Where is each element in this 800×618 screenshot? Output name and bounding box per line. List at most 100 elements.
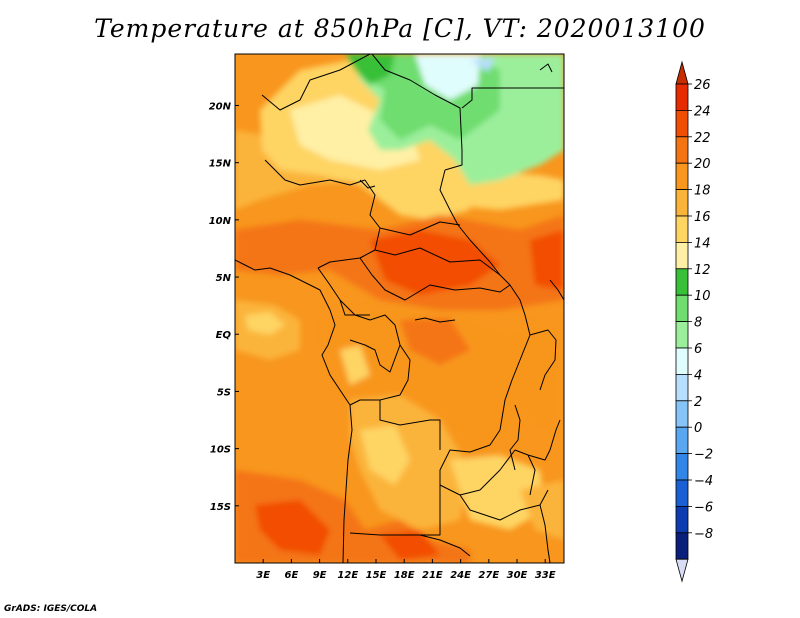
x-tick-label: 18E (394, 570, 415, 581)
y-tick-label: 5S (217, 387, 231, 398)
border-niger-nigeria (264, 159, 366, 186)
y-tick-label: 10N (209, 216, 232, 227)
colorbar-label: 6 (694, 342, 702, 357)
colorbar-label: 12 (694, 263, 711, 278)
field-gabon-pale (340, 345, 370, 385)
colorbar-label: 0 (694, 421, 702, 436)
y-tick-label: 20N (209, 101, 232, 112)
colorbar-label: 8 (694, 316, 702, 331)
border-cameroon-congo (317, 267, 401, 346)
colorbar-swatch (675, 453, 689, 481)
border-tanzania-malawi (514, 419, 561, 461)
x-axis: 3E 6E 9E 12E 15E 18E 21E 24E 27E 30E 33E (256, 559, 556, 581)
colorbar-swatch (675, 136, 689, 164)
border-botswana (419, 534, 471, 557)
border-drc-east (499, 284, 531, 431)
border-zambia-zimbabwe (459, 489, 549, 521)
border-nile-delta (539, 63, 553, 73)
x-tick-label: 21E (422, 570, 443, 581)
colorbar-swatch (675, 321, 689, 349)
colorbar-swatch (675, 347, 689, 375)
colorbar-label: 2 (694, 395, 702, 410)
temperature-field (235, 54, 564, 563)
map-frame (234, 53, 565, 564)
colorbar-label: 4 (694, 368, 702, 383)
border-lake-malawi (527, 454, 536, 496)
colorbar-label: −2 (694, 448, 713, 463)
field-southwest-hot (255, 500, 330, 555)
x-tick-label: 12E (337, 570, 358, 581)
colorbar-swatch (675, 268, 689, 296)
colorbar-swatch (675, 83, 689, 111)
border-lake-chad (359, 179, 376, 189)
colorbar-label: 16 (694, 210, 711, 225)
field-car-hot (370, 230, 500, 295)
colorbar-label: −6 (694, 500, 713, 515)
border-drc-angola (379, 400, 441, 450)
colorbar-swatch (675, 110, 689, 138)
x-tick-label: 15E (366, 570, 387, 581)
border-algeria-niger (261, 54, 371, 111)
colorbar-label: −8 (694, 527, 713, 542)
border-guinea-coast (235, 259, 331, 311)
colorbar-swatch (675, 162, 689, 190)
field-south-hot (380, 530, 440, 560)
colorbar-label: 24 (694, 104, 711, 119)
chart-title: Temperature at 850hPa [C], VT: 202001310… (94, 14, 706, 43)
colorbar-label: 10 (694, 289, 711, 304)
field-east-hot (530, 230, 564, 290)
field-sudan-band (420, 170, 564, 210)
border-egypt-sudan (461, 87, 564, 109)
colorbar-swatch (675, 215, 689, 243)
x-tick-label: 3E (256, 570, 270, 581)
border-congo-drc (349, 344, 411, 406)
border-chad-car (379, 221, 461, 236)
x-tick-label: 9E (313, 570, 327, 581)
field-congo-warm (400, 318, 470, 365)
colorbar-label: 26 (694, 78, 711, 93)
field-east-africa (500, 320, 564, 440)
border-libya-chad (371, 54, 463, 171)
border-car-drc (359, 257, 511, 301)
colorbar-label: 20 (694, 157, 711, 172)
border-car-sudan (374, 247, 511, 286)
colorbar-label: 14 (694, 236, 711, 251)
colorbar-swatch (675, 479, 689, 507)
border-chad-cameroon (317, 179, 381, 269)
field-cold-pool-blue (470, 58, 495, 72)
border-drc-zambia (439, 429, 516, 496)
colorbar-swatch (675, 426, 689, 455)
colorbar-swatch (675, 373, 689, 402)
colorbar-swatch (675, 294, 689, 323)
field-cold-pool-pale (415, 54, 480, 100)
colorbar-label: 22 (694, 131, 711, 146)
country-borders (235, 54, 564, 563)
field-gulf-pale (245, 312, 285, 335)
y-tick-label: EQ (216, 330, 232, 341)
border-uganda-kenya (529, 329, 557, 391)
colorbar-bottom-extend (675, 558, 689, 583)
colorbar-swatch (675, 505, 689, 534)
field-sahara-pale (290, 95, 420, 170)
x-tick-label: 27E (478, 570, 499, 581)
border-lake-tanganyika (509, 404, 521, 471)
border-mozambique (539, 504, 551, 563)
y-tick-label: 15N (209, 159, 232, 170)
colorbar-top-extend (675, 60, 689, 85)
colorbar-swatch (675, 400, 689, 428)
colorbar-label: −4 (694, 474, 713, 489)
field-cold-pool-core-west (345, 54, 395, 85)
y-tick-label: 5N (216, 273, 232, 284)
border-atlantic-coast (321, 309, 353, 563)
border-gabon-congo (349, 339, 401, 373)
border-congo-river (414, 317, 456, 323)
colorbar-swatch (675, 532, 689, 560)
colorbar-swatch (675, 241, 689, 270)
y-axis: 20N 15N 10N 5N EQ 5S 10S 15S (209, 101, 239, 513)
x-tick-label: 24E (450, 570, 471, 581)
y-tick-label: 10S (210, 445, 231, 456)
x-tick-label: 6E (285, 570, 299, 581)
border-ethiopia (549, 279, 564, 301)
border-eq-guinea (339, 299, 370, 316)
y-tick-label: 15S (210, 502, 231, 513)
